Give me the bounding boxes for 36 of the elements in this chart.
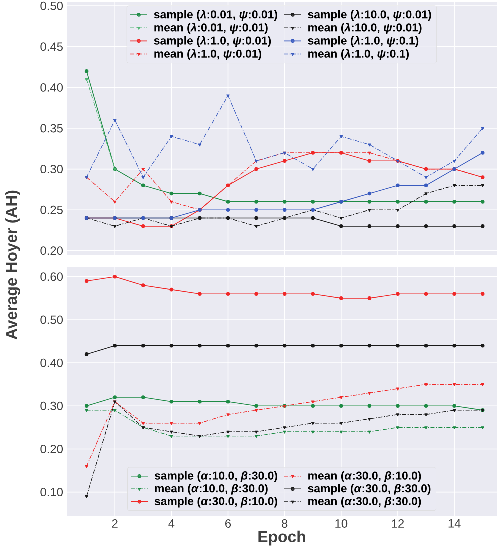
y-tick-label: 0.60 [40, 272, 64, 282]
x-tick-label: 10 [336, 520, 348, 528]
x-tick-label: 8 [282, 520, 288, 528]
y-tick-label: 0.10 [40, 488, 64, 497]
legend-label: mean (α:30.0, β:10.0) [308, 471, 422, 482]
legend-label: mean (λ:0.01, ψ:0.01) [154, 23, 268, 34]
legend-label: sample (λ:10.0, ψ:0.01) [308, 10, 432, 21]
x-tick-label: 6 [226, 520, 232, 528]
y-tick-label: 0.50 [40, 316, 64, 324]
legend-label: sample (α:30.0, β:30.0) [308, 484, 431, 495]
legend-label: mean (α:10.0, β:30.0) [155, 484, 268, 495]
y-tick-label: 0.40 [40, 358, 64, 368]
x-tick-label: 12 [392, 520, 404, 528]
y-axis-title: Average Hoyer (AH) [6, 190, 20, 340]
legend-label: mean (α:30.0, β:30.0) [308, 497, 422, 508]
y-tick-label: 0.20 [40, 246, 64, 256]
y-tick-label: 0.40 [40, 83, 64, 92]
legend-label: sample (α:10.0, β:30.0) [154, 471, 278, 482]
x-tick-label: 2 [112, 520, 118, 528]
y-tick-label: 0.30 [40, 402, 64, 410]
legend-label: mean (λ:1.0, ψ:0.01) [154, 49, 262, 60]
x-axis-title: Epoch [258, 530, 306, 546]
legend-label: sample (α:30.0, β:10.0) [154, 497, 278, 508]
y-tick-label: 0.35 [40, 124, 63, 133]
y-tick-label: 0.30 [40, 165, 64, 174]
y-tick-label: 0.20 [40, 444, 64, 454]
y-tick-label: 0.45 [40, 42, 63, 52]
legend-label: mean (λ:10.0, ψ:0.01) [308, 23, 422, 34]
x-tick-label: 4 [168, 520, 175, 528]
legend-label: sample (λ:1.0, ψ:0.1) [308, 36, 419, 48]
y-tick-label: 0.50 [40, 2, 64, 10]
legend-label: sample (λ:0.01, ψ:0.01) [154, 10, 278, 21]
x-tick-label: 14 [448, 520, 461, 528]
y-tick-label: 0.25 [40, 206, 63, 214]
legend-label: mean (λ:1.0, ψ:0.1) [308, 49, 410, 60]
legend-label: sample (λ:1.0, ψ:0.01) [154, 36, 272, 48]
